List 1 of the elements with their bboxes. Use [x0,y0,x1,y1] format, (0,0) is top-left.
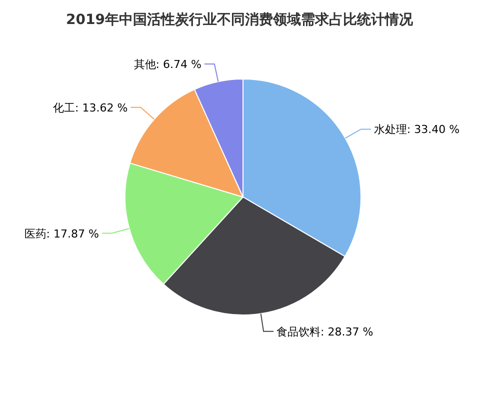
title: 2019年中国活性炭行业不同消费领域需求占比统计情况 [66,12,413,28]
